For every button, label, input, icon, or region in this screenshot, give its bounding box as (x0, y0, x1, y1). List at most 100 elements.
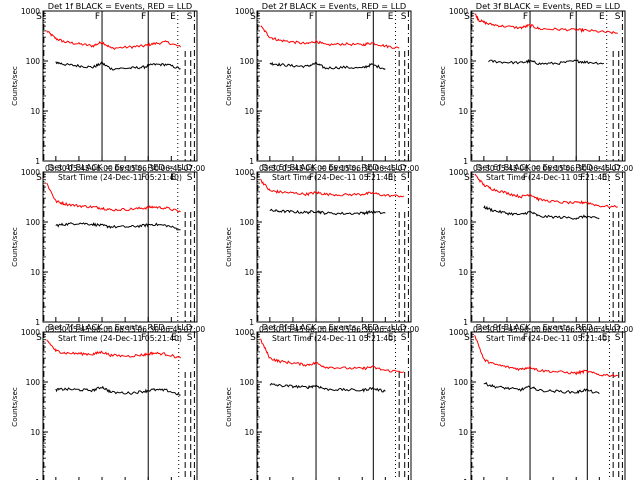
panel-det-3f: Det 3f BLACK = Events, RED = LLD 1 10 100 10… (438, 1, 633, 182)
x-tick-label: 06:30 (137, 325, 159, 334)
plot-frame (42, 331, 198, 480)
y-tick-label: 1 (249, 157, 254, 166)
x-tick-label: 07:00 (612, 164, 634, 173)
x-tick-label: 05:30 (45, 325, 67, 334)
x-axis-label: Start Time (24-Dec-11 05:21:40) (272, 173, 396, 182)
marker-label-s: S (401, 173, 407, 183)
y-tick-label: 1000 (21, 168, 40, 177)
x-tick-label: 06:30 (137, 164, 159, 173)
x-tick-label: 05:45 (68, 325, 90, 334)
x-tick-label: 07:00 (398, 325, 420, 334)
y-tick-label: 1000 (235, 328, 254, 337)
y-tick-label: 100 (454, 378, 469, 387)
marker-label-f: F (95, 12, 100, 22)
lld-series-line (474, 334, 618, 378)
x-tick-label: 05:30 (473, 325, 495, 334)
panel-title: Det 6f BLACK = Events, RED = LLD (476, 162, 620, 172)
panel-title: Det 8f BLACK = Events, RED = LLD (262, 322, 406, 332)
panel-det-8f: Det 8f BLACK = Events, RED = LLD 1 10 100 10… (224, 322, 412, 480)
events-series-line (55, 385, 181, 396)
lld-series-line (46, 30, 181, 51)
plot-frame (42, 171, 198, 323)
y-tick-label: 1 (463, 478, 468, 480)
y-tick-label: 100 (240, 378, 255, 387)
x-tick-label: 06:45 (375, 325, 397, 334)
x-tick-label: 06:15 (114, 325, 136, 334)
y-axis-label: Counts/sec (10, 227, 19, 267)
marker-label-f: F (523, 12, 528, 22)
panel-title: Det 2f BLACK = Events, RED = LLD (262, 1, 406, 11)
marker-label-e: E (170, 173, 176, 183)
events-series-line (269, 61, 386, 71)
y-tick-label: 10 (30, 268, 40, 277)
y-axis-label: Counts/sec (224, 387, 233, 427)
panel-title: Det 1f BLACK = Events, RED = LLD (48, 1, 192, 11)
y-axis-label: Counts/sec (438, 387, 447, 427)
plot-frame (470, 331, 626, 480)
panel-title: Det 5f BLACK = Events, RED = LLD (262, 162, 406, 172)
marker-label-e: E (171, 333, 177, 343)
y-tick-label: 100 (26, 378, 41, 387)
x-axis-label: Start Time (24-Dec-11 05:21:40) (272, 334, 396, 343)
y-tick-label: 1 (463, 318, 468, 327)
x-tick-label: 06:30 (565, 164, 587, 173)
plot-frame (42, 10, 198, 162)
x-tick-label: 06:15 (328, 164, 350, 173)
x-tick-label: 06:00 (305, 325, 327, 334)
plot-frame (256, 331, 412, 480)
marker-label-f: F (569, 12, 574, 22)
events-series-line (483, 381, 600, 395)
plot-frame (470, 10, 626, 162)
panel-det-1f: Det 1f BLACK = Events, RED = LLD 1 10 100 10… (10, 1, 205, 182)
marker-label-f: F (366, 333, 371, 343)
marker-label-s: S (36, 173, 42, 183)
x-tick-label: 05:45 (496, 325, 518, 334)
y-axis-label: Counts/sec (438, 66, 447, 106)
x-tick-label: 06:00 (519, 164, 541, 173)
y-tick-label: 1000 (235, 7, 254, 16)
panel-title: Det 4f BLACK = Events, RED = LLD (48, 162, 192, 172)
x-tick-label: 06:00 (305, 164, 327, 173)
lld-series-line (260, 178, 405, 198)
y-axis-label: Counts/sec (438, 227, 447, 267)
plot-frame (256, 10, 412, 162)
marker-label-s: S (187, 12, 193, 22)
y-tick-label: 1000 (235, 168, 254, 177)
marker-label-f: F (580, 333, 585, 343)
x-tick-label: 07:00 (612, 325, 634, 334)
marker-label-s: S (464, 173, 470, 183)
events-series-line (488, 58, 605, 66)
y-tick-label: 10 (244, 107, 254, 116)
x-tick-label: 06:00 (91, 325, 113, 334)
x-tick-label: 06:45 (375, 164, 397, 173)
events-series-line (55, 61, 181, 71)
marker-label-s: S (615, 173, 621, 183)
x-tick-label: 05:30 (259, 325, 281, 334)
y-tick-label: 1 (35, 318, 40, 327)
x-tick-label: 06:45 (589, 325, 611, 334)
marker-label-s: S (36, 12, 42, 22)
x-tick-label: 06:30 (565, 325, 587, 334)
x-tick-label: 06:30 (351, 164, 373, 173)
x-tick-label: 05:45 (496, 164, 518, 173)
marker-label-s: S (464, 12, 470, 22)
marker-label-e: E (599, 12, 605, 22)
marker-label-s: S (615, 12, 621, 22)
marker-label-f: F (141, 173, 146, 183)
x-tick-label: 06:30 (351, 325, 373, 334)
marker-label-s: S (36, 333, 42, 343)
x-tick-label: 06:15 (114, 164, 136, 173)
y-tick-label: 10 (30, 428, 40, 437)
panel-det-4f: Det 4f BLACK = Events, RED = LLD 1 10 100 10… (10, 162, 205, 343)
y-axis-label: Counts/sec (10, 66, 19, 106)
x-tick-label: 05:30 (45, 164, 67, 173)
y-tick-label: 1 (463, 157, 468, 166)
y-tick-label: 10 (458, 428, 468, 437)
y-tick-label: 100 (454, 218, 469, 227)
panel-det-9f: Det 9f BLACK = Events, RED = LLD 1 10 100 10… (438, 322, 626, 480)
marker-label-f: F (580, 173, 585, 183)
x-tick-label: 06:45 (161, 164, 183, 173)
marker-label-s: S (250, 12, 256, 22)
marker-label-f: F (523, 173, 528, 183)
